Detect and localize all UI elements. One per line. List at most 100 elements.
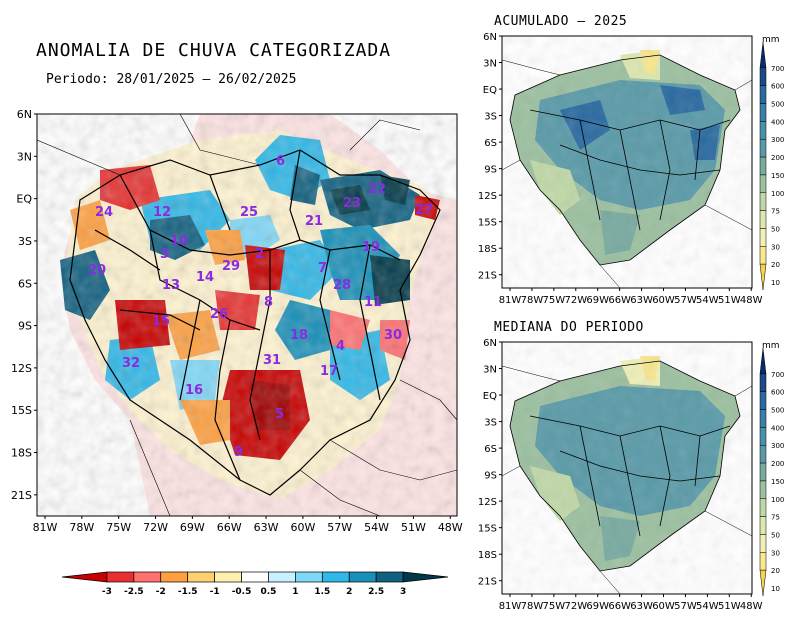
precip-label: 100	[771, 190, 784, 198]
basin-label: 24	[95, 205, 113, 220]
lon-tick-label: 57W	[674, 601, 697, 612]
precip-swatch	[759, 462, 767, 482]
median-title: MEDIANA DO PERIODO	[494, 320, 644, 335]
precip-colorbar-accumulated: mm 700 600 500 400 300 200 150 100 75 50 30 20 10	[759, 35, 784, 291]
colorbar-label: -2	[156, 587, 166, 597]
precip-swatch	[759, 210, 767, 229]
basin-label: 10	[170, 234, 188, 249]
precip-label: 600	[771, 83, 784, 91]
precip-label: 150	[771, 478, 784, 486]
lat-tick-label: 3N	[17, 150, 32, 163]
precip-label: 500	[771, 407, 784, 415]
main-map-title: ANOMALIA DE CHUVA CATEGORIZADA	[36, 40, 392, 61]
lat-tick-label: 9S	[18, 320, 32, 333]
colorbar-swatch	[402, 571, 449, 583]
precip-label: 200	[771, 154, 784, 162]
lon-tick-label: 75W	[543, 601, 566, 612]
basin-label: 27	[415, 203, 433, 218]
lat-tick-label: 15S	[478, 524, 497, 535]
precip-unit: mm	[762, 35, 780, 45]
lon-tick-label: 60W	[652, 601, 675, 612]
basin-label: 7	[318, 261, 327, 276]
colorbar-label: -0.5	[232, 587, 252, 597]
basin-label: 17	[320, 364, 338, 379]
lat-tick-label: 6S	[484, 138, 497, 149]
lon-tick-label: 48W	[438, 521, 463, 534]
basin-label: 14	[196, 270, 214, 285]
basin-label: 12	[153, 205, 171, 220]
median-map-frame	[501, 341, 753, 595]
basin-label: 5	[275, 407, 284, 422]
basin-label: 21	[305, 214, 323, 229]
precip-colorbar-median: mm 700 600 500 400 300 200 150 100 75 50 30 20 10	[759, 341, 784, 597]
precip-label: 10	[771, 585, 780, 593]
precip-swatch	[759, 121, 767, 140]
lat-tick-label: 6N	[483, 338, 497, 349]
lat-tick-label: EQ	[483, 85, 497, 96]
precip-label: 20	[771, 261, 780, 269]
lon-tick-label: 81W	[33, 521, 58, 534]
colorbar-swatch	[348, 571, 377, 583]
precip-swatch	[759, 498, 767, 517]
lon-tick-label: 75W	[543, 295, 566, 306]
precip-swatch	[759, 480, 767, 500]
precip-swatch	[759, 552, 767, 571]
precip-swatch	[759, 67, 767, 86]
lat-tick-label: 15S	[478, 218, 497, 229]
basin-label: 20	[88, 263, 106, 278]
lat-tick-label: 6S	[484, 444, 497, 455]
lon-tick-label: 60W	[290, 521, 315, 534]
basin-label: 29	[222, 259, 240, 274]
accumulated-map	[502, 36, 752, 288]
colorbar-swatch	[106, 571, 135, 583]
basin-label: 18	[290, 328, 308, 343]
colorbar-label: -2.5	[124, 587, 144, 597]
precip-swatch	[759, 534, 767, 553]
lon-tick-label: 54W	[696, 295, 719, 306]
precip-swatch	[759, 444, 767, 464]
lat-tick-label: 3S	[18, 235, 32, 248]
colorbar-swatch	[375, 571, 404, 583]
precip-label: 300	[771, 136, 784, 144]
basin-label: 30	[384, 328, 402, 343]
basin-label: 28	[333, 278, 351, 293]
basin-label: 6	[276, 154, 285, 169]
precip-label: 20	[771, 567, 780, 575]
lon-tick-label: 72W	[564, 295, 587, 306]
precip-swatch	[759, 138, 767, 158]
lon-tick-label: 69W	[586, 295, 609, 306]
precip-swatch	[759, 373, 767, 392]
accumulated-title: ACUMULADO – 2025	[494, 14, 628, 29]
main-map-period: Periodo: 28/01/2025 – 26/02/2025	[46, 72, 297, 87]
colorbar-swatch	[214, 571, 242, 583]
basin-label: 15	[152, 314, 170, 329]
precip-label: 50	[771, 225, 780, 233]
lon-tick-label: 78W	[521, 601, 544, 612]
lon-tick-label: 60W	[652, 295, 675, 306]
basin-label: 16	[185, 383, 203, 398]
colorbar-label: -1	[210, 587, 220, 597]
precip-swatch	[759, 41, 767, 69]
precip-label: 300	[771, 442, 784, 450]
precip-swatch	[759, 156, 767, 176]
basin-labels: 6 22 24 12 25 27 21 23 10 3 20 13 14 29 …	[88, 154, 433, 460]
lat-tick-label: 12S	[478, 497, 497, 508]
colorbar-swatch	[268, 571, 296, 583]
lon-tick-label: 48W	[740, 295, 763, 306]
lon-tick-label: 54W	[364, 521, 389, 534]
lat-tick-label: 6S	[18, 277, 32, 290]
basin-label: 8	[264, 295, 273, 310]
anomaly-colorbar: -3 -2.5 -2 -1.5 -1 -0.5 0.5 1 1.5 2 2.5 3	[61, 571, 449, 597]
basin-label: 9	[234, 445, 243, 460]
colorbar-label: 2	[346, 587, 352, 597]
lon-tick-label: 72W	[564, 601, 587, 612]
precip-unit: mm	[762, 341, 780, 351]
basin-label: 26	[210, 307, 228, 322]
lon-tick-label: 75W	[106, 521, 131, 534]
precip-swatch	[759, 263, 767, 291]
colorbar-swatch	[295, 571, 323, 583]
precip-swatch	[759, 174, 767, 194]
colorbar-swatch	[61, 571, 108, 583]
precip-label: 10	[771, 279, 780, 287]
basin-label: 25	[240, 205, 258, 220]
